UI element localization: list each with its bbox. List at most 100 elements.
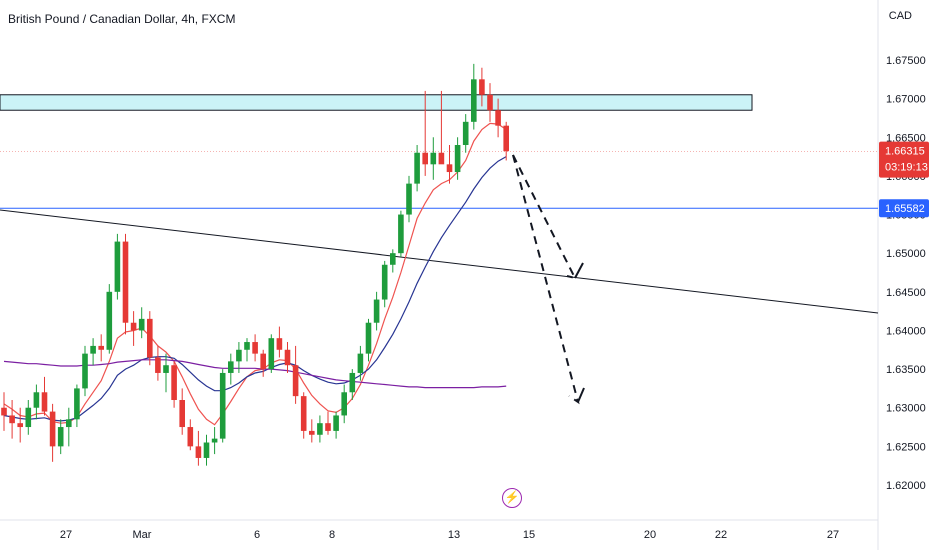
candle [90, 338, 96, 366]
time-tick-label: 8 [329, 529, 335, 541]
candle [33, 384, 40, 420]
candle [284, 342, 291, 373]
time-tick-label: 13 [448, 529, 460, 541]
candle-body [171, 365, 177, 400]
candle-body [373, 299, 380, 323]
candle-body [25, 407, 32, 428]
projection-path-2[interactable] [512, 154, 580, 405]
candle-body [66, 419, 72, 428]
projection-path-1[interactable] [512, 154, 577, 280]
candle [438, 90, 445, 165]
level-price-tag-bg [879, 199, 929, 218]
candle [114, 233, 121, 300]
projection-path[interactable] [512, 154, 585, 405]
time-tick-label: 15 [523, 529, 535, 541]
currency-label: CAD [888, 10, 912, 22]
candle-body [122, 241, 129, 323]
candle [292, 345, 299, 404]
candle-body [276, 338, 283, 350]
candle [487, 83, 493, 122]
candle-body [349, 372, 356, 393]
candle [479, 67, 485, 107]
supply-zone[interactable] [0, 94, 753, 111]
candle [268, 334, 275, 373]
candle-body [82, 353, 88, 389]
candle-body [98, 345, 104, 350]
candle-body [1, 407, 7, 416]
candle-body [244, 342, 250, 350]
candle-body [163, 365, 169, 373]
candle [365, 318, 372, 362]
time-tick-label: 27 [827, 529, 839, 541]
candle-body [503, 125, 509, 152]
candle-body [252, 342, 258, 354]
candle-body [365, 322, 372, 354]
time-tick-label: 22 [715, 529, 727, 541]
horizontal-levels [0, 151, 878, 209]
candle-body [138, 318, 145, 331]
candle [325, 411, 331, 435]
candle [236, 342, 242, 373]
candle [49, 403, 56, 462]
candle [454, 137, 461, 180]
candle [422, 90, 428, 176]
candle [171, 361, 177, 408]
candle [333, 411, 339, 439]
candle [9, 400, 15, 439]
price-tick-label: 1.63500 [886, 364, 926, 376]
candle-body [414, 152, 420, 184]
candle [147, 311, 153, 366]
candle-body [41, 392, 48, 412]
candle-body [357, 353, 364, 373]
chart-title: British Pound / Canadian Dollar, 4h, FXC… [8, 12, 236, 26]
candle-body [9, 415, 15, 424]
candle [138, 307, 145, 339]
price-tick-label: 1.64000 [886, 325, 926, 337]
candle-body [114, 241, 121, 292]
candle [300, 392, 307, 439]
candle-body [292, 365, 299, 397]
candle-body [300, 396, 307, 431]
level-price-tag: 1.65582 [879, 199, 929, 218]
candle-body [219, 372, 226, 439]
candle [179, 388, 185, 435]
candle [130, 311, 137, 346]
moving-averages [3, 122, 507, 426]
candle [317, 415, 323, 443]
moving-average-mid [3, 156, 507, 422]
candle [163, 353, 169, 393]
candle [57, 419, 64, 455]
candle-body [211, 438, 218, 443]
candle-body [333, 415, 339, 431]
trendline[interactable] [0, 209, 879, 314]
candle-body [495, 110, 501, 126]
candle-body [438, 152, 445, 165]
descending-trendline[interactable] [0, 209, 879, 314]
candle [471, 63, 477, 130]
candle [260, 349, 266, 377]
candle-body [260, 353, 266, 370]
candle-body [268, 338, 275, 370]
candle-body [17, 423, 23, 428]
time-tick-label: 6 [254, 529, 260, 541]
candle-body [49, 411, 56, 447]
last-price-tag-bg [879, 141, 929, 178]
lightning-icon[interactable]: ⚡ [502, 488, 522, 508]
supply-zone-rect[interactable] [0, 94, 753, 111]
time-tick-label: Mar [133, 529, 152, 541]
candle [381, 260, 388, 308]
candle-body [398, 214, 404, 254]
price-tick-label: 1.67000 [886, 94, 926, 106]
price-axis[interactable]: 1.675001.670001.665001.660001.655001.650… [886, 55, 926, 492]
time-axis[interactable]: 27 Mar 6 8 13 15 20 22 27 [60, 529, 839, 541]
candle-body [179, 400, 185, 428]
moving-average-slow [3, 359, 507, 389]
candle-body [309, 430, 315, 435]
candle-body [130, 322, 137, 331]
candle-body [90, 345, 96, 354]
candle-body [487, 94, 493, 111]
price-tick-label: 1.62000 [886, 480, 926, 492]
projection-arrow-1 [574, 262, 584, 279]
price-tick-label: 1.66500 [886, 132, 926, 144]
